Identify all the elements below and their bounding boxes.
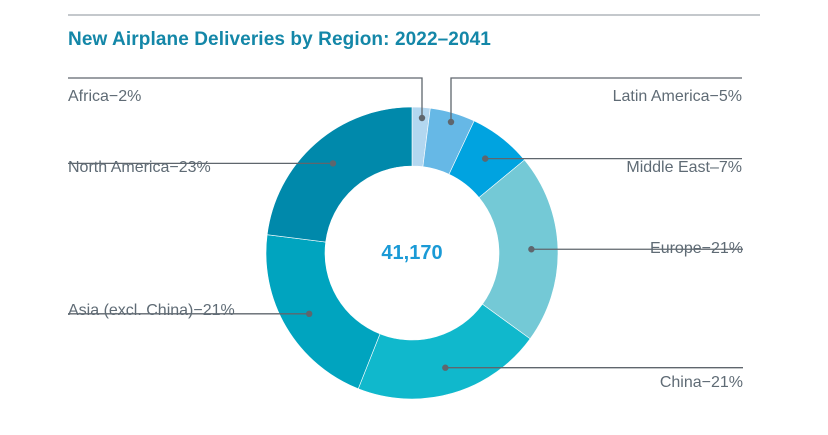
leader-dot-latin-america [447, 118, 455, 126]
label-asia-excl-china: Asia (excl. China)−21% [68, 302, 235, 319]
leader-lines [68, 77, 743, 371]
slice-labels: Africa−2% Latin America−5% Middle East–7% E… [68, 88, 743, 391]
label-north-america: North America−23% [68, 159, 211, 176]
label-africa: Africa−2% [68, 88, 141, 105]
slice-europe [478, 159, 559, 340]
leader-dot-europe [528, 246, 535, 253]
leader-line-africa [68, 77, 423, 118]
label-middle-east: Middle East–7% [626, 159, 742, 176]
center-total-label: 41,170 [381, 242, 442, 264]
label-china: China−21% [660, 374, 743, 391]
chart-title: New Airplane Deliveries by Region: 2022–… [68, 29, 491, 50]
leader-dot-asia-excl-china [305, 310, 313, 318]
slice-china [357, 303, 531, 400]
donut-slices [265, 106, 559, 400]
label-latin-america: Latin America−5% [613, 88, 742, 105]
leader-dot-africa [418, 114, 426, 122]
label-europe: Europe−21% [650, 240, 743, 257]
leader-dot-china [442, 364, 449, 371]
slice-asia-excl-china [265, 234, 381, 390]
leader-dot-north-america [329, 160, 337, 167]
slice-north-america [266, 106, 413, 243]
top-rule [68, 14, 760, 16]
leader-dot-middle-east [482, 155, 489, 162]
leader-line-latin-america [450, 77, 742, 122]
